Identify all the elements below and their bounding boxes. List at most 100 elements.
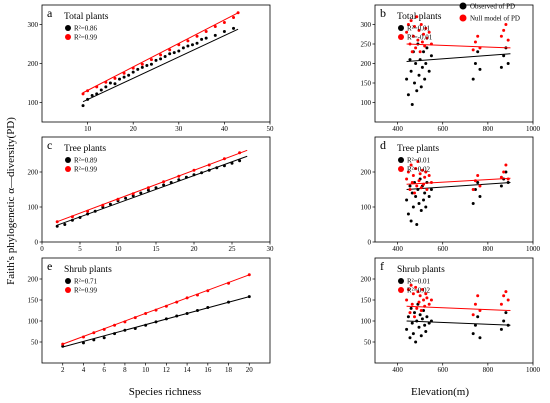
- data-point: [471, 202, 475, 205]
- x-tick-label: 30: [175, 125, 183, 133]
- data-point: [504, 23, 508, 26]
- y-tick-label: 300: [361, 21, 372, 29]
- data-point: [222, 21, 226, 25]
- y-tick-label: 100: [28, 318, 39, 326]
- plot-frame-d: [374, 136, 534, 243]
- data-point: [232, 26, 236, 30]
- x-tick-label: 800: [483, 125, 494, 133]
- y-tick-label: 150: [28, 297, 39, 305]
- data-point: [81, 92, 85, 96]
- regression-line: [406, 305, 511, 311]
- y-tick-label: 100: [28, 204, 39, 212]
- series-observed-c: [55, 155, 248, 228]
- data-point: [471, 77, 475, 81]
- data-point: [417, 202, 421, 205]
- panel-letter: e: [47, 259, 52, 273]
- data-point: [424, 170, 428, 174]
- y-axis-label: Faith's phylogenetic α—diversity(PD): [5, 117, 17, 285]
- series-null-a: [81, 11, 240, 96]
- data-point: [471, 313, 475, 317]
- data-point: [140, 62, 144, 66]
- y-tick-label: 200: [28, 276, 39, 284]
- data-point: [406, 93, 410, 97]
- data-point: [427, 195, 431, 198]
- data-point: [506, 62, 510, 65]
- legend-marker: [398, 166, 404, 172]
- data-point: [471, 188, 475, 191]
- data-point: [186, 39, 190, 43]
- data-point: [414, 340, 418, 344]
- data-point: [131, 70, 135, 74]
- data-point: [413, 181, 416, 184]
- data-point: [419, 23, 423, 26]
- regression-line: [406, 53, 511, 63]
- series-null-d: [405, 160, 511, 195]
- data-point: [502, 170, 506, 174]
- data-point: [424, 26, 428, 30]
- data-point: [149, 58, 153, 62]
- data-point: [409, 69, 413, 73]
- data-point: [417, 300, 421, 304]
- data-point: [419, 186, 423, 190]
- data-point: [427, 174, 431, 177]
- data-point: [415, 184, 419, 188]
- data-point: [172, 51, 176, 55]
- data-point: [499, 65, 503, 69]
- data-point: [195, 41, 199, 45]
- data-point: [131, 194, 135, 198]
- regression-line: [57, 155, 248, 226]
- panel-letter: f: [380, 259, 384, 273]
- data-point: [499, 34, 503, 38]
- x-tick-label: 10: [84, 125, 92, 133]
- panel-title: Tree plants: [397, 144, 439, 154]
- data-point: [417, 179, 421, 183]
- data-point: [409, 163, 413, 167]
- legend-marker-null: [459, 14, 467, 22]
- data-point: [476, 294, 480, 298]
- data-point: [422, 50, 426, 54]
- y-tick-label: 100: [361, 204, 372, 212]
- x-tick-label: 15: [153, 245, 161, 253]
- x-tick-label: 20: [246, 366, 254, 374]
- y-tick-label: 150: [361, 297, 372, 305]
- panel-letter: d: [380, 138, 386, 152]
- data-point: [429, 188, 433, 191]
- data-point: [417, 28, 421, 32]
- x-tick-label: 50: [267, 125, 275, 133]
- data-point: [427, 69, 431, 73]
- x-tick-label: 600: [437, 366, 448, 374]
- data-point: [418, 294, 422, 298]
- regression-line: [82, 12, 239, 94]
- data-point: [168, 48, 172, 52]
- data-point: [425, 188, 429, 191]
- data-point: [213, 33, 217, 37]
- legend-label: R²=0.89: [74, 157, 97, 165]
- data-point: [422, 32, 426, 36]
- data-point: [195, 34, 199, 38]
- legend-marker: [65, 278, 71, 284]
- data-point: [146, 188, 150, 192]
- x-tick-label: 1000: [526, 366, 541, 374]
- data-point: [478, 195, 482, 198]
- data-point: [413, 311, 416, 315]
- data-point: [408, 184, 412, 188]
- data-point: [423, 323, 427, 327]
- data-point: [154, 58, 158, 62]
- data-point: [411, 174, 415, 177]
- x-tick-label: 0: [40, 245, 44, 253]
- x-tick-label: 20: [191, 245, 199, 253]
- data-point: [506, 298, 510, 302]
- y-tick-label: 0: [368, 239, 372, 247]
- data-point: [406, 315, 410, 319]
- global-legend: Observed of PD Null model of PD: [459, 2, 520, 23]
- legend-label: R²=0.01: [407, 278, 430, 286]
- regression-line: [406, 43, 511, 49]
- legend-label: R²=-0.01: [407, 34, 433, 42]
- data-point: [423, 175, 427, 179]
- x-tick-label: 800: [483, 245, 494, 253]
- legend-marker: [65, 166, 71, 172]
- x-tick-label: 16: [204, 366, 212, 374]
- panel-e: 2 4 6 8 10 12 14 16 18 20 50 100 150 200 e Shrub plants…: [28, 257, 271, 374]
- data-point: [415, 223, 419, 226]
- legend-label: R²=0.99: [74, 166, 97, 174]
